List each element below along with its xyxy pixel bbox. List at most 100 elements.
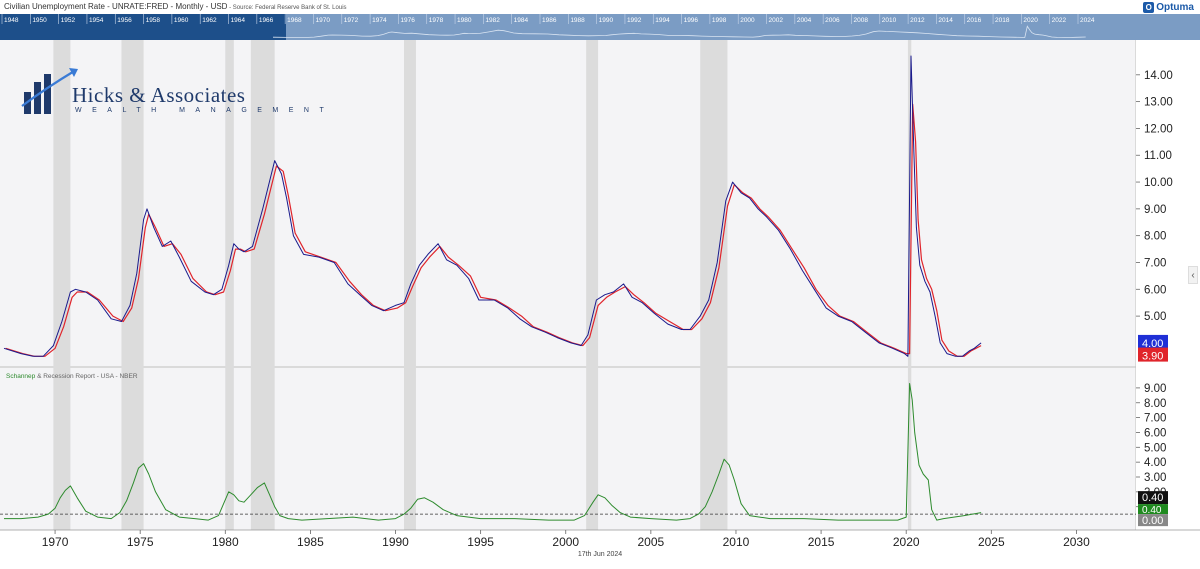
last-value-label-green: 0.40 <box>1138 504 1168 516</box>
y-tick-label: 14.00 <box>1144 70 1173 82</box>
chart-title: Civilian Unemployment Rate - UNRATE:FRED… <box>4 2 347 11</box>
last-value-text: 3.90 <box>1142 351 1163 363</box>
y-tick-label: 9.00 <box>1144 204 1166 216</box>
navigator-year-label: 1972 <box>344 17 359 24</box>
recession-band <box>586 367 599 530</box>
navigator-year-label: 1996 <box>684 17 699 24</box>
x-tick-label: 1990 <box>382 535 409 549</box>
company-logo-icon <box>21 68 78 114</box>
navigator-year-label: 2018 <box>995 17 1010 24</box>
last-value-text: 0.40 <box>1142 505 1162 516</box>
unemployment-rate-line-red <box>5 103 982 357</box>
navigator-year-label: 1970 <box>315 17 330 24</box>
y-tick-label: 6.00 <box>1144 284 1166 296</box>
y-tick-label: 8.00 <box>1144 398 1166 410</box>
navigator-year-label: 1998 <box>712 17 727 24</box>
upper-panel-background <box>0 40 1136 367</box>
recession-band <box>586 40 599 367</box>
navigator-year-label: 2004 <box>797 17 812 24</box>
navigator-year-label: 1986 <box>542 17 557 24</box>
navigator-year-label: 2008 <box>853 17 868 24</box>
chart-source: - Source: Federal Reserve Bank of St. Lo… <box>227 5 347 11</box>
last-value-label-blue: 4.00 <box>1138 334 1168 350</box>
recession-band <box>225 40 234 367</box>
x-tick-label: 2020 <box>893 535 920 549</box>
navigator-year-label: 1980 <box>457 17 472 24</box>
navigator-year-label: 1948 <box>4 17 19 24</box>
last-value-text: 0.40 <box>1142 492 1163 504</box>
navigator-year-label: 2002 <box>769 17 784 24</box>
optuma-logo-icon: O <box>1143 2 1155 13</box>
date-navigator[interactable]: 1948 1950 1952 1954 1956 1958 1960 1962 1964 1966… <box>0 14 1200 40</box>
x-tick-label: 2010 <box>723 535 750 549</box>
navigator-year-label: 1982 <box>485 17 500 24</box>
recession-band <box>700 40 728 367</box>
navigator-year-label: 1954 <box>89 17 104 24</box>
navigator-year-label: 1992 <box>627 17 642 24</box>
recession-band <box>225 367 234 530</box>
navigator-year-label: 2024 <box>1080 17 1095 24</box>
y-tick-label: 5.00 <box>1144 311 1166 323</box>
company-logo: Hicks & Associates WEALTH MANAGEMENT <box>20 66 324 126</box>
last-value-text: 0.00 <box>1142 515 1163 527</box>
x-tick-label: 1980 <box>212 535 239 549</box>
recession-band <box>404 367 416 530</box>
x-tick-label: 1995 <box>467 535 494 549</box>
y-tick-label: 7.00 <box>1144 257 1166 269</box>
y-tick-label: 6.00 <box>1144 427 1166 439</box>
x-tick-label: 1970 <box>42 535 69 549</box>
navigator-year-label: 1978 <box>429 17 444 24</box>
y-tick-label: 9.00 <box>1144 383 1166 395</box>
navigator-year-label: 1984 <box>514 17 529 24</box>
company-tagline: WEALTH MANAGEMENT <box>75 107 335 114</box>
x-tick-label: 2000 <box>552 535 579 549</box>
navigator-year-label: 2016 <box>967 17 982 24</box>
last-value-text: 4.00 <box>1142 338 1163 350</box>
recession-band <box>404 40 416 367</box>
collapse-panel-arrow-icon[interactable]: ‹ <box>1188 266 1198 284</box>
navigator-year-label: 1964 <box>231 17 246 24</box>
recession-band <box>121 367 144 530</box>
navigator-year-label: 2014 <box>938 17 953 24</box>
navigator-year-label: 2010 <box>882 17 897 24</box>
company-name: Hicks & Associates <box>72 83 246 107</box>
recession-band <box>250 367 275 530</box>
navigator-year-label: 2006 <box>825 17 840 24</box>
navigator-mini-line <box>272 25 1086 38</box>
navigator-year-label: 1958 <box>146 17 161 24</box>
chart-area[interactable]: 5.00 6.00 7.00 8.00 9.00 10.00 11.00 12.00 13.00… <box>0 40 1200 550</box>
navigator-year-label: 1988 <box>570 17 585 24</box>
axis-background <box>1136 40 1200 530</box>
y-tick-label: 3.00 <box>1144 472 1166 484</box>
navigator-year-label: 1990 <box>599 17 614 24</box>
indicator-title: Schannep & Recession Report - USA - NBER <box>6 373 138 380</box>
chart-header: Civilian Unemployment Rate - UNRATE:FRED… <box>0 0 1200 14</box>
y-tick-label: 5.00 <box>1144 442 1166 454</box>
navigator-year-label: 2020 <box>1023 17 1038 24</box>
navigator-year-label: 1966 <box>259 17 274 24</box>
last-value-label-red: 3.90 <box>1138 347 1168 363</box>
navigator-year-label: 1968 <box>287 17 302 24</box>
x-tick-label: 1985 <box>297 535 324 549</box>
footer-date: 17th Jun 2024 <box>577 551 623 558</box>
navigator-year-label: 2022 <box>1052 17 1067 24</box>
recession-band <box>121 40 144 367</box>
y-tick-label: 8.00 <box>1144 231 1166 243</box>
y-tick-label: 13.00 <box>1144 97 1173 109</box>
x-tick-label: 2030 <box>1063 535 1090 549</box>
y-tick-label: 10.00 <box>1144 177 1173 189</box>
recession-band <box>250 40 275 367</box>
recession-band <box>907 367 912 530</box>
navigator-selection <box>0 14 286 40</box>
navigator-year-label: 1976 <box>400 17 415 24</box>
navigator-year-label: 1952 <box>61 17 76 24</box>
last-value-label-black: 0.40 <box>1138 491 1168 505</box>
navigator-year-label: 2012 <box>910 17 925 24</box>
y-tick-label: 12.00 <box>1144 123 1173 135</box>
lower-panel-background <box>0 367 1136 530</box>
x-tick-label: 1975 <box>127 535 154 549</box>
optuma-logo: O Optuma <box>1143 1 1194 14</box>
y-tick-label: 11.00 <box>1144 150 1172 162</box>
recession-band <box>53 40 71 367</box>
navigator-year-label: 1960 <box>174 17 189 24</box>
